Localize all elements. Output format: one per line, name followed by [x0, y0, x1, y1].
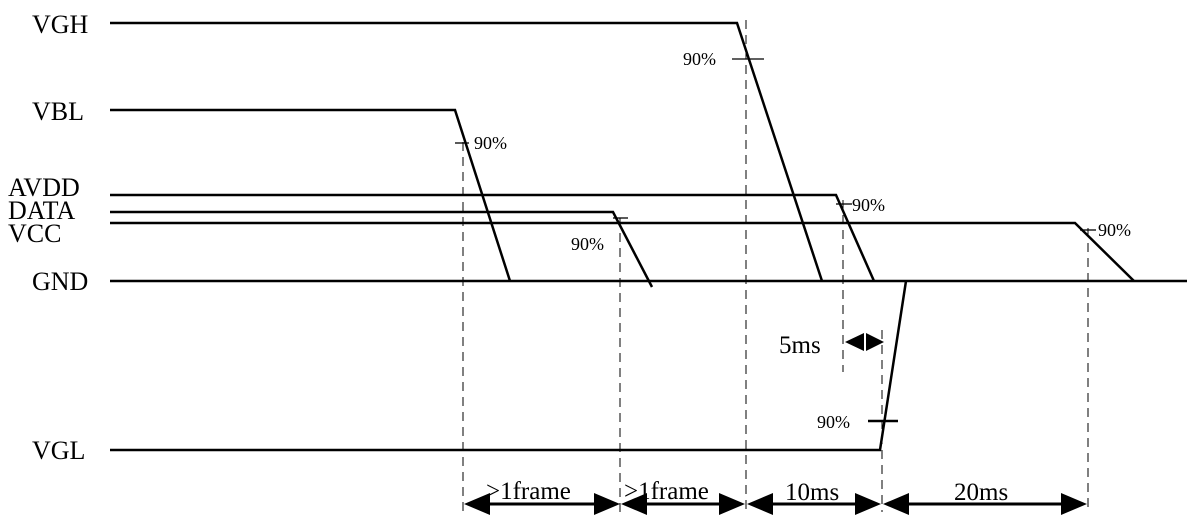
- ninety-percent-ticks: [455, 58, 1096, 423]
- label-avdd: AVDD: [8, 173, 80, 202]
- arrow-5ms-right-head: [866, 333, 884, 351]
- arrow-frame1-left-head: [464, 493, 490, 515]
- arrow-10ms-right-head: [855, 493, 881, 515]
- label-vcc: VCC: [8, 219, 61, 248]
- arrow-10ms-left-head: [747, 493, 773, 515]
- avdd-90-label: 90%: [852, 195, 885, 215]
- arrow-frame2-left-head: [621, 493, 647, 515]
- vcc-waveform: [110, 221, 1135, 282]
- vcc-90-label: 90%: [1098, 220, 1131, 240]
- label-vgl: VGL: [32, 436, 85, 465]
- arrow-frame1-right-head: [594, 493, 620, 515]
- interval-5ms: 5ms: [779, 332, 884, 359]
- data-90-label: 90%: [571, 234, 604, 254]
- vgh-90-label: 90%: [683, 49, 716, 69]
- arrow-5ms-left-head: [845, 333, 864, 351]
- arrow-20ms-right-head: [1061, 493, 1087, 515]
- interval-frame1-label: >1frame: [486, 478, 571, 505]
- ninety-percent-labels: 90% 90% 90% 90% 90% 90%: [474, 49, 1131, 432]
- interval-20ms-label: 20ms: [954, 479, 1008, 506]
- label-data: DATA: [8, 196, 75, 225]
- interval-10ms-label: 10ms: [785, 479, 839, 506]
- reference-lines: [462, 20, 1089, 512]
- label-vbl: VBL: [32, 97, 84, 126]
- waveforms: [110, 21, 1187, 452]
- data-waveform: [110, 210, 654, 288]
- bottom-intervals: >1frame >1frame 10ms 20ms: [464, 478, 1087, 515]
- arrow-frame2-right-head: [719, 493, 745, 515]
- vbl-90-label: 90%: [474, 133, 507, 153]
- avdd-waveform: [110, 193, 876, 282]
- signal-labels: VGH VBL AVDD DATA VCC GND VGL: [8, 10, 89, 465]
- label-vgh: VGH: [32, 10, 89, 39]
- vgl-waveform: [110, 280, 908, 452]
- interval-frame2-label: >1frame: [624, 478, 709, 505]
- interval-5ms-label: 5ms: [779, 332, 821, 359]
- arrow-20ms-left-head: [883, 493, 909, 515]
- vgl-90-label: 90%: [817, 412, 850, 432]
- label-gnd: GND: [32, 267, 88, 296]
